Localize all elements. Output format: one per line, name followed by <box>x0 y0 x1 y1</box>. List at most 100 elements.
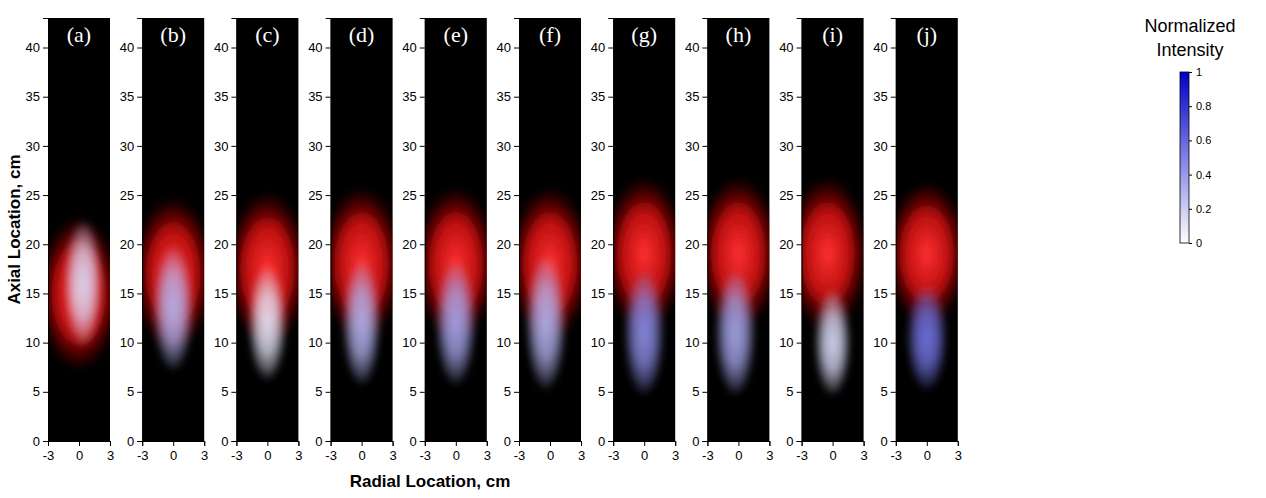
tick: -3 <box>796 441 808 463</box>
tick-label: 10 <box>591 335 605 350</box>
x-axis: -303 <box>137 441 208 463</box>
tick-mark <box>891 244 896 245</box>
tick-label: 3 <box>484 448 491 463</box>
tick-mark <box>1189 140 1192 141</box>
tick-label: 30 <box>120 139 134 154</box>
tick-label: 5 <box>881 384 888 399</box>
panel-label: (a) <box>67 22 91 47</box>
x-axis: -303 <box>702 441 773 463</box>
blue-emission <box>153 244 194 372</box>
tick-label: 0 <box>829 448 836 463</box>
tick: 15 <box>402 286 424 301</box>
tick-mark <box>331 441 332 446</box>
tick-mark <box>43 441 48 442</box>
tick-mark <box>608 97 613 98</box>
tick-label: 35 <box>214 89 228 104</box>
tick-mark <box>173 441 174 446</box>
tick-mark <box>420 441 425 442</box>
tick-mark <box>608 146 613 147</box>
tick: 15 <box>497 286 519 301</box>
y-axis-title: Axial Location, cm <box>5 154 24 304</box>
panel: 0510152025303540-303(d) <box>308 18 403 463</box>
tick-mark <box>702 146 707 147</box>
tick-label: 20 <box>685 237 699 252</box>
tick-mark <box>137 146 142 147</box>
tick-label: 20 <box>779 237 793 252</box>
tick: 0.4 <box>1189 169 1211 181</box>
tick-label: 40 <box>873 40 887 55</box>
tick-label: 5 <box>504 384 511 399</box>
panel: 0510152025303540-303(f) <box>497 18 592 463</box>
tick: 25 <box>308 188 330 203</box>
tick-label: 30 <box>873 139 887 154</box>
tick: -3 <box>43 441 55 463</box>
tick: 15 <box>873 286 895 301</box>
panel: 0510152025303540-303(c) <box>214 18 309 463</box>
x-axis-title: Radial Location, cm <box>350 472 511 491</box>
marks <box>802 175 864 396</box>
tick-label: 35 <box>402 89 416 104</box>
tick: 20 <box>873 237 895 252</box>
tick-label: 40 <box>120 40 134 55</box>
tick-label: 0 <box>598 434 605 449</box>
tick-mark <box>137 343 142 344</box>
tick: 0 <box>829 441 836 463</box>
tick-label: 40 <box>402 40 416 55</box>
tick: 3 <box>201 441 208 463</box>
tick-label: 35 <box>308 89 322 104</box>
tick-mark <box>891 392 896 393</box>
tick: 30 <box>308 139 330 154</box>
tick-mark <box>326 244 331 245</box>
tick-mark <box>702 343 707 344</box>
tick-mark <box>608 48 613 49</box>
tick: 25 <box>214 188 236 203</box>
tick: 5 <box>410 384 425 399</box>
tick-label: 30 <box>497 139 511 154</box>
tick-mark <box>231 392 236 393</box>
tick-mark <box>393 441 394 446</box>
tick: -3 <box>137 441 149 463</box>
axis-line <box>425 442 487 447</box>
tick-mark <box>797 392 802 393</box>
tick-mark <box>137 48 142 49</box>
tick-mark <box>797 97 802 98</box>
tick: 3 <box>955 441 962 463</box>
tick-mark <box>514 195 519 196</box>
tick-label: 35 <box>685 89 699 104</box>
tick-mark <box>675 441 676 446</box>
tick: 20 <box>26 237 48 252</box>
tick: 3 <box>389 441 396 463</box>
tick-mark <box>891 97 896 98</box>
tick-label: 10 <box>402 335 416 350</box>
tick: 0.6 <box>1189 134 1211 146</box>
tick: 30 <box>26 139 48 154</box>
tick-label: 5 <box>410 384 417 399</box>
tick-label: 30 <box>591 139 605 154</box>
tick-label: 20 <box>26 237 40 252</box>
tick: 25 <box>591 188 613 203</box>
tick-label: 25 <box>120 188 134 203</box>
tick-label: -3 <box>420 448 432 463</box>
tick-label: 40 <box>779 40 793 55</box>
tick-mark <box>608 195 613 196</box>
tick-label: 35 <box>497 89 511 104</box>
tick-label: -3 <box>608 448 620 463</box>
tick-label: 5 <box>33 384 40 399</box>
axis-line <box>420 19 426 442</box>
y-axis: 0510152025303540 <box>685 19 708 449</box>
tick: 30 <box>214 139 236 154</box>
tick-mark <box>231 244 236 245</box>
tick: 25 <box>497 188 519 203</box>
y-axis: 0510152025303540 <box>402 19 425 449</box>
axis-line <box>891 19 897 442</box>
tick-label: 0.8 <box>1196 100 1211 112</box>
tick: 25 <box>402 188 424 203</box>
tick-label: 0 <box>453 448 460 463</box>
tick-mark <box>514 392 519 393</box>
blue-emission <box>342 259 381 387</box>
tick: 5 <box>315 384 330 399</box>
tick: 0 <box>264 441 271 463</box>
tick: -3 <box>891 441 903 463</box>
tick-mark <box>231 195 236 196</box>
tick-label: 15 <box>120 286 134 301</box>
